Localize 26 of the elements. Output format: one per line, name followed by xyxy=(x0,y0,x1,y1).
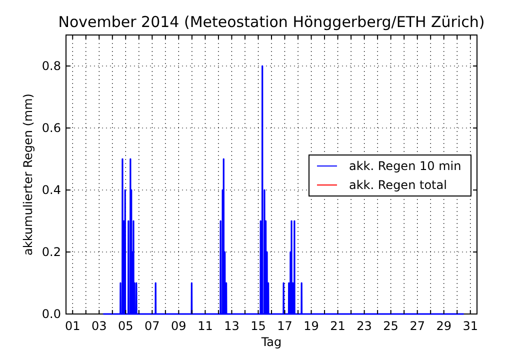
x-tick-label: 27 xyxy=(410,319,425,333)
y-tick-label: 0.2 xyxy=(42,245,61,259)
legend-label: akk. Regen total xyxy=(349,178,447,192)
x-tick-label: 19 xyxy=(304,319,319,333)
y-tick-label: 0.8 xyxy=(42,59,61,73)
y-tick-label: 0.0 xyxy=(42,307,61,321)
x-axis-title: Tag xyxy=(260,335,282,349)
x-tick-label: 23 xyxy=(356,319,372,333)
x-tick-label: 25 xyxy=(383,319,398,333)
x-tick-label: 21 xyxy=(330,319,346,333)
x-tick-label: 09 xyxy=(171,319,186,333)
x-tick-label: 03 xyxy=(92,319,107,333)
x-tick-label: 05 xyxy=(118,319,134,333)
x-tick-label: 07 xyxy=(144,319,160,333)
y-tick-label: 0.6 xyxy=(42,121,61,135)
x-tick-label: 13 xyxy=(224,319,240,333)
legend-label: akk. Regen 10 min xyxy=(349,159,462,173)
x-tick-label: 01 xyxy=(64,319,80,333)
x-tick-label: 17 xyxy=(277,319,292,333)
x-tick-label: 31 xyxy=(462,319,478,333)
chart-title: November 2014 (Meteostation Hönggerberg/ETH Zürich) xyxy=(58,13,485,31)
x-tick-label: 29 xyxy=(436,319,452,333)
x-tick-label: 15 xyxy=(250,319,266,333)
x-tick-label: 11 xyxy=(198,319,213,333)
y-axis-title: akkumulierter Regen (mm) xyxy=(21,94,35,256)
y-tick-label: 0.4 xyxy=(42,183,61,197)
